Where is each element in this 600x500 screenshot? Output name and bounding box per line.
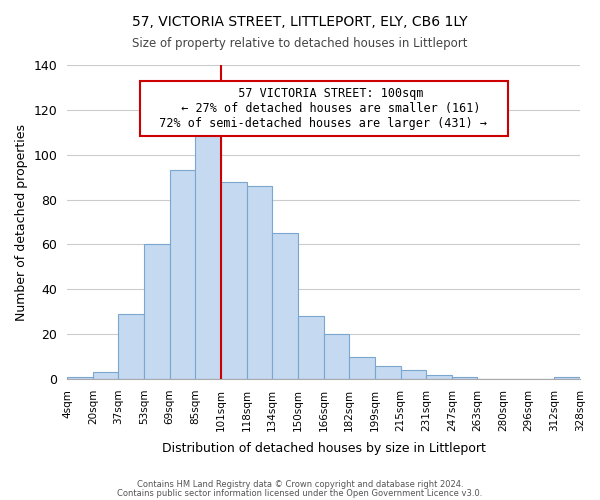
Bar	[323, 334, 349, 379]
Bar	[375, 366, 401, 379]
Bar	[247, 186, 272, 379]
Y-axis label: Number of detached properties: Number of detached properties	[15, 124, 28, 320]
Bar	[67, 377, 93, 379]
Bar	[426, 374, 452, 379]
Bar	[401, 370, 426, 379]
Bar	[298, 316, 323, 379]
Bar	[272, 233, 298, 379]
Bar	[221, 182, 247, 379]
Text: 57, VICTORIA STREET, LITTLEPORT, ELY, CB6 1LY: 57, VICTORIA STREET, LITTLEPORT, ELY, CB…	[132, 15, 468, 29]
Text: 57 VICTORIA STREET: 100sqm
  ← 27% of detached houses are smaller (161)
  72% of: 57 VICTORIA STREET: 100sqm ← 27% of deta…	[145, 87, 502, 130]
Bar	[170, 170, 196, 379]
Text: Contains public sector information licensed under the Open Government Licence v3: Contains public sector information licen…	[118, 488, 482, 498]
Bar	[554, 377, 580, 379]
Bar	[452, 377, 478, 379]
Bar	[196, 134, 221, 379]
Bar	[144, 244, 170, 379]
Bar	[349, 356, 375, 379]
Text: Size of property relative to detached houses in Littleport: Size of property relative to detached ho…	[132, 38, 468, 51]
X-axis label: Distribution of detached houses by size in Littleport: Distribution of detached houses by size …	[161, 442, 485, 455]
Text: Contains HM Land Registry data © Crown copyright and database right 2024.: Contains HM Land Registry data © Crown c…	[137, 480, 463, 489]
Bar	[93, 372, 118, 379]
Bar	[118, 314, 144, 379]
